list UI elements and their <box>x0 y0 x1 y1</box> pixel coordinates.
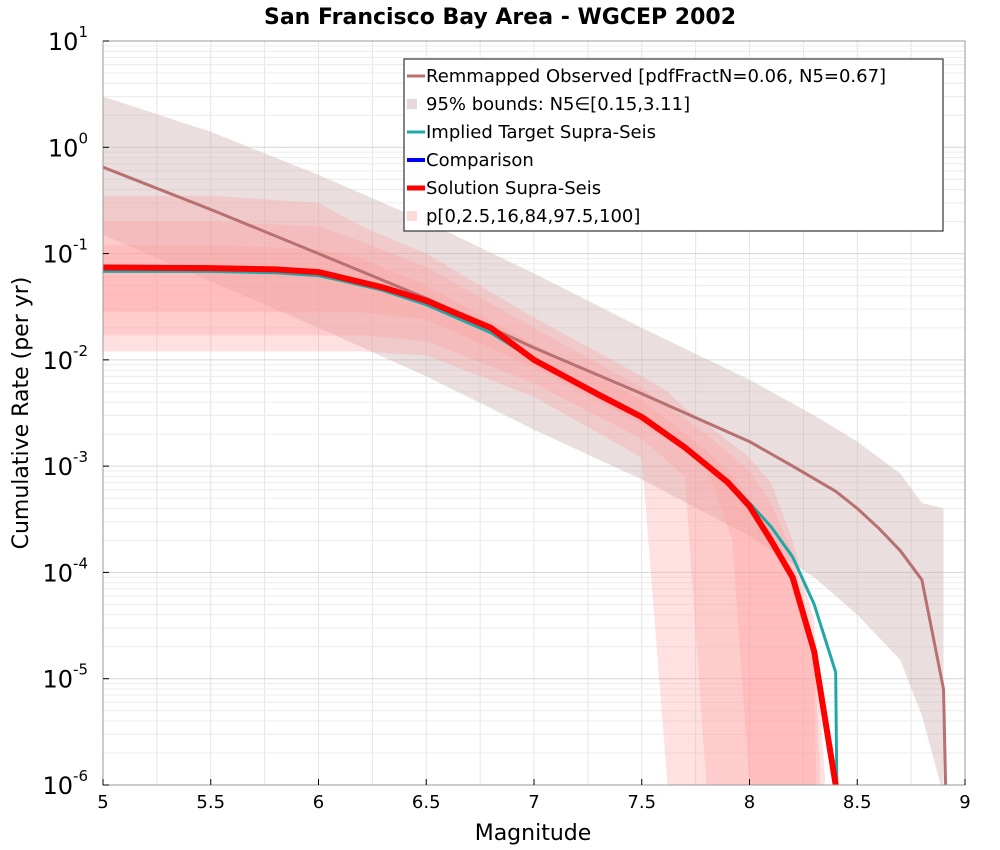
x-tick-label: 5.5 <box>196 792 225 813</box>
x-tick-label: 7.5 <box>627 792 656 813</box>
y-tick-label: 10-2 <box>42 342 88 375</box>
legend: Remmapped Observed [pdfFractN=0.06, N5=0… <box>403 58 944 232</box>
band-p0-100 <box>103 195 825 785</box>
series-line-solution-supra-seis <box>103 264 839 785</box>
legend-label: Implied Target Supra-Seis <box>426 122 656 143</box>
legend-swatch <box>407 211 417 221</box>
series-line-remmapped-observed-pdffractn-0-06-n5-0-67 <box>103 165 948 785</box>
x-tick-label: 8 <box>744 792 755 813</box>
legend-label: Comparison <box>426 150 534 171</box>
x-axis-label: Magnitude <box>475 821 592 846</box>
band-p16-84 <box>103 245 817 785</box>
x-axis: 5 5.5 6 6.5 7 7.5 8 8.5 9 <box>97 779 971 813</box>
y-axis: 101 100 10-1 10-2 10-3 10-4 10-5 10-6 <box>42 23 109 800</box>
y-tick-label: 100 <box>48 129 88 162</box>
chart-title: San Francisco Bay Area - WGCEP 2002 <box>264 5 736 30</box>
y-tick-label: 10-1 <box>42 236 88 269</box>
legend-label: 95% bounds: N5∈[0.15,3.11] <box>426 94 690 115</box>
x-tick-label: 6 <box>313 792 324 813</box>
legend-swatch <box>407 99 417 109</box>
y-axis-label: Cumulative Rate (per yr) <box>9 277 34 550</box>
x-tick-label: 8.5 <box>843 792 872 813</box>
y-tick-label: 10-6 <box>42 767 88 800</box>
legend-label: p[0,2.5,16,84,97.5,100] <box>426 206 640 227</box>
legend-box <box>403 58 944 232</box>
legend-label: Remmapped Observed [pdfFractN=0.06, N5=0… <box>426 66 886 87</box>
plot-area <box>103 96 948 785</box>
y-tick-label: 10-4 <box>42 554 88 587</box>
band-95-bounds <box>103 96 944 785</box>
x-tick-label: 9 <box>959 792 970 813</box>
band-p2-5-97-5 <box>103 221 821 785</box>
y-tick-label: 10-3 <box>42 448 88 481</box>
x-tick-label: 6.5 <box>412 792 441 813</box>
legend-label: Solution Supra-Seis <box>426 178 601 199</box>
y-tick-label: 10-5 <box>42 661 88 694</box>
x-tick-label: 5 <box>97 792 108 813</box>
x-tick-label: 7 <box>528 792 539 813</box>
y-tick-label: 101 <box>48 23 88 56</box>
